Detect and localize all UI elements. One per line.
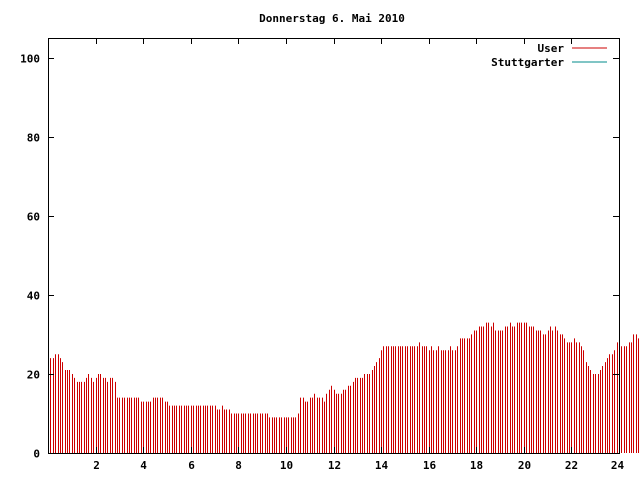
y-tick-label: 100 — [20, 53, 40, 66]
x-tick-label: 24 — [611, 459, 625, 472]
x-tick-label: 20 — [518, 459, 531, 472]
x-tick-label: 8 — [235, 459, 242, 472]
legend: User Stuttgarter — [491, 42, 607, 69]
x-tick-label: 6 — [188, 459, 195, 472]
y-tick-label: 0 — [33, 448, 40, 461]
x-tick-label: 4 — [140, 459, 147, 472]
x-tick-label: 14 — [375, 459, 389, 472]
bar-series-user — [48, 322, 639, 453]
legend-label-stuttgarter: Stuttgarter — [491, 56, 564, 69]
x-tick-label: 18 — [470, 459, 483, 472]
legend-label-user: User — [538, 42, 565, 55]
y-tick-label: 40 — [27, 290, 40, 303]
y-tick-label: 20 — [27, 369, 40, 382]
x-tick-label: 2 — [93, 459, 100, 472]
chart-title: Donnerstag 6. Mai 2010 — [259, 12, 405, 25]
y-tick-label: 80 — [27, 132, 40, 145]
x-tick-label: 12 — [328, 459, 341, 472]
x-tick-label: 22 — [565, 459, 578, 472]
x-tick-label: 10 — [280, 459, 293, 472]
x-tick-label: 16 — [423, 459, 437, 472]
y-tick-label: 60 — [27, 211, 40, 224]
